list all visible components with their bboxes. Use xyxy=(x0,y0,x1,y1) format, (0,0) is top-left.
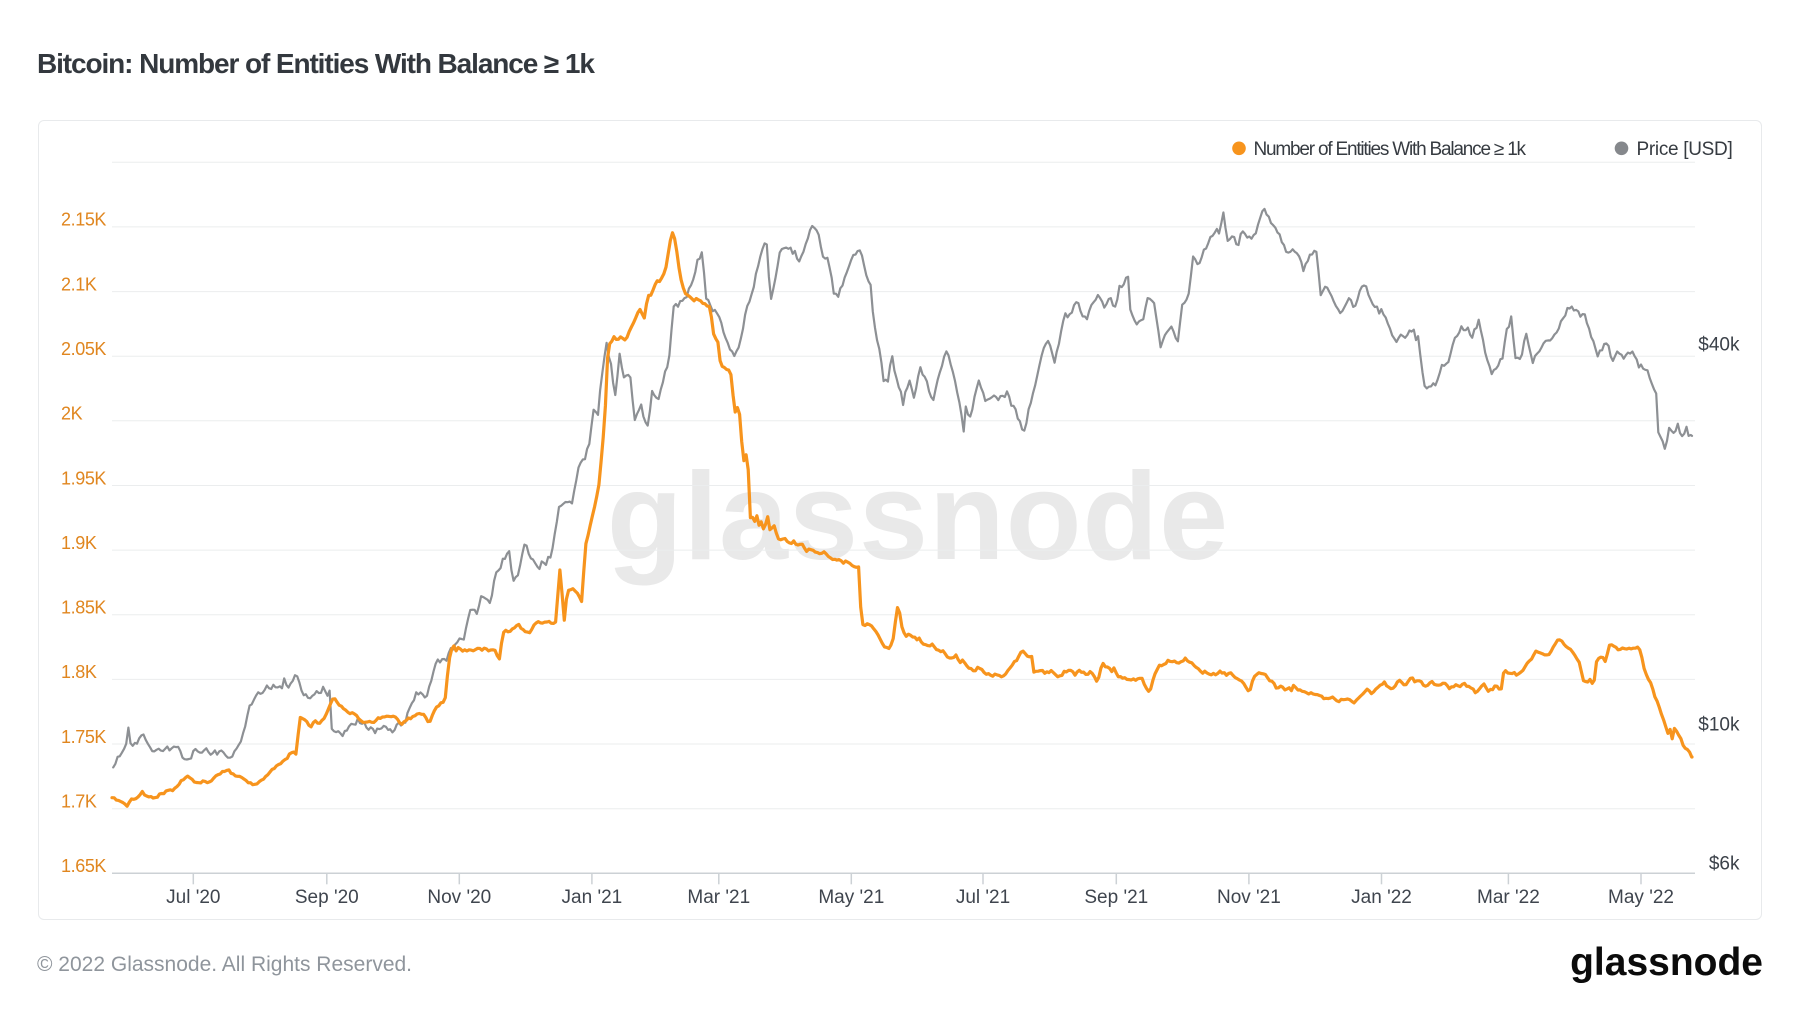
svg-text:Number of Entities With Balanc: Number of Entities With Balance ≥ 1k xyxy=(1254,139,1527,160)
svg-text:Jul '20: Jul '20 xyxy=(166,887,220,908)
svg-text:Mar '21: Mar '21 xyxy=(687,887,750,908)
svg-text:Price [USD]: Price [USD] xyxy=(1637,139,1733,160)
svg-text:May '21: May '21 xyxy=(818,887,884,908)
svg-text:$10k: $10k xyxy=(1698,715,1740,736)
svg-text:Mar '22: Mar '22 xyxy=(1477,887,1540,908)
svg-text:1.65K: 1.65K xyxy=(61,856,106,876)
svg-text:1.9K: 1.9K xyxy=(61,533,97,553)
svg-text:glassnode: glassnode xyxy=(607,448,1229,586)
svg-text:$40k: $40k xyxy=(1698,335,1740,356)
svg-text:2K: 2K xyxy=(61,404,83,424)
svg-text:1.95K: 1.95K xyxy=(61,468,106,488)
svg-text:2.1K: 2.1K xyxy=(61,274,97,294)
svg-text:Jan '22: Jan '22 xyxy=(1351,887,1412,908)
svg-text:May '22: May '22 xyxy=(1608,887,1674,908)
svg-text:1.85K: 1.85K xyxy=(61,598,106,618)
svg-text:Nov '21: Nov '21 xyxy=(1217,887,1281,908)
svg-text:Sep '21: Sep '21 xyxy=(1084,887,1148,908)
svg-text:1.8K: 1.8K xyxy=(61,662,97,682)
svg-text:1.7K: 1.7K xyxy=(61,792,97,812)
svg-text:2.15K: 2.15K xyxy=(61,210,106,230)
svg-text:$6k: $6k xyxy=(1709,854,1740,875)
svg-text:Nov '20: Nov '20 xyxy=(427,887,491,908)
svg-text:Jan '21: Jan '21 xyxy=(562,887,623,908)
svg-text:Sep '20: Sep '20 xyxy=(295,887,359,908)
svg-text:Jul '21: Jul '21 xyxy=(956,887,1010,908)
svg-text:2.05K: 2.05K xyxy=(61,339,106,359)
svg-text:1.75K: 1.75K xyxy=(61,727,106,747)
